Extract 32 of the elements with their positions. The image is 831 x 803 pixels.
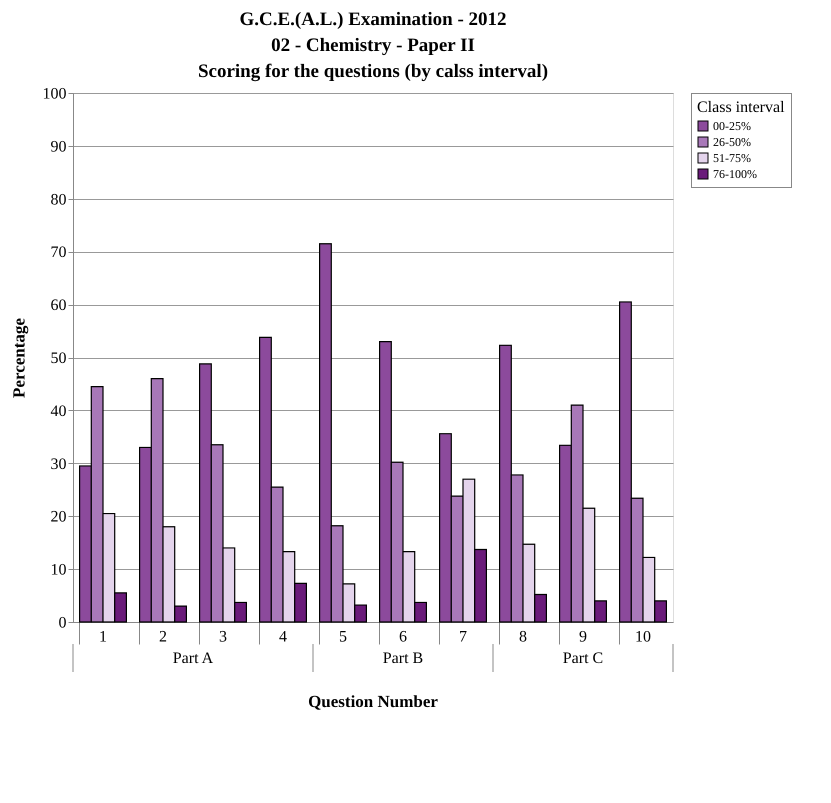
x-tick-label: 2 <box>159 628 167 646</box>
y-tick-label: 40 <box>50 402 66 420</box>
legend-label: 00-25% <box>713 119 751 133</box>
x-tick-label: 7 <box>459 628 467 646</box>
y-tick-label: 30 <box>50 456 66 473</box>
chart-title: G.C.E.(A.L.) Examination - 2012 02 - Chemistry - Paper II Scoring for the questions (by calss interval) <box>198 9 548 82</box>
y-tick-label: 60 <box>50 297 66 314</box>
y-axis-title: Percentage <box>10 318 28 398</box>
x-axis-title: Question Number <box>308 692 438 711</box>
x-tick-label: 1 <box>99 628 107 646</box>
x-tick-label: 9 <box>579 628 587 646</box>
x-tick-label: 3 <box>219 628 227 646</box>
y-tick-label: 0 <box>58 614 66 632</box>
text: Part B <box>382 650 424 667</box>
legend-label: 26-50% <box>713 135 751 149</box>
text: Part A <box>172 650 214 667</box>
x-tick-label: 8 <box>519 628 527 646</box>
legend-label: 76-100% <box>713 167 757 181</box>
legend-label: 51-75% <box>713 151 751 165</box>
y-tick-label: 50 <box>50 350 66 367</box>
y-tick-label: 10 <box>50 562 66 579</box>
y-tick-label: 80 <box>50 191 66 208</box>
x-tick-label: 5 <box>339 628 347 646</box>
x-tick-label: 10 <box>635 628 651 646</box>
x-tick-label: 6 <box>399 628 407 646</box>
y-tick-label: 100 <box>42 86 66 102</box>
y-tick-label: 70 <box>50 244 66 262</box>
y-tick-label: 20 <box>50 508 66 526</box>
legend-title: Class interval <box>697 99 786 116</box>
y-tick-label: 90 <box>50 138 66 156</box>
x-tick-label: 4 <box>279 628 287 646</box>
text: Part C <box>562 650 604 667</box>
